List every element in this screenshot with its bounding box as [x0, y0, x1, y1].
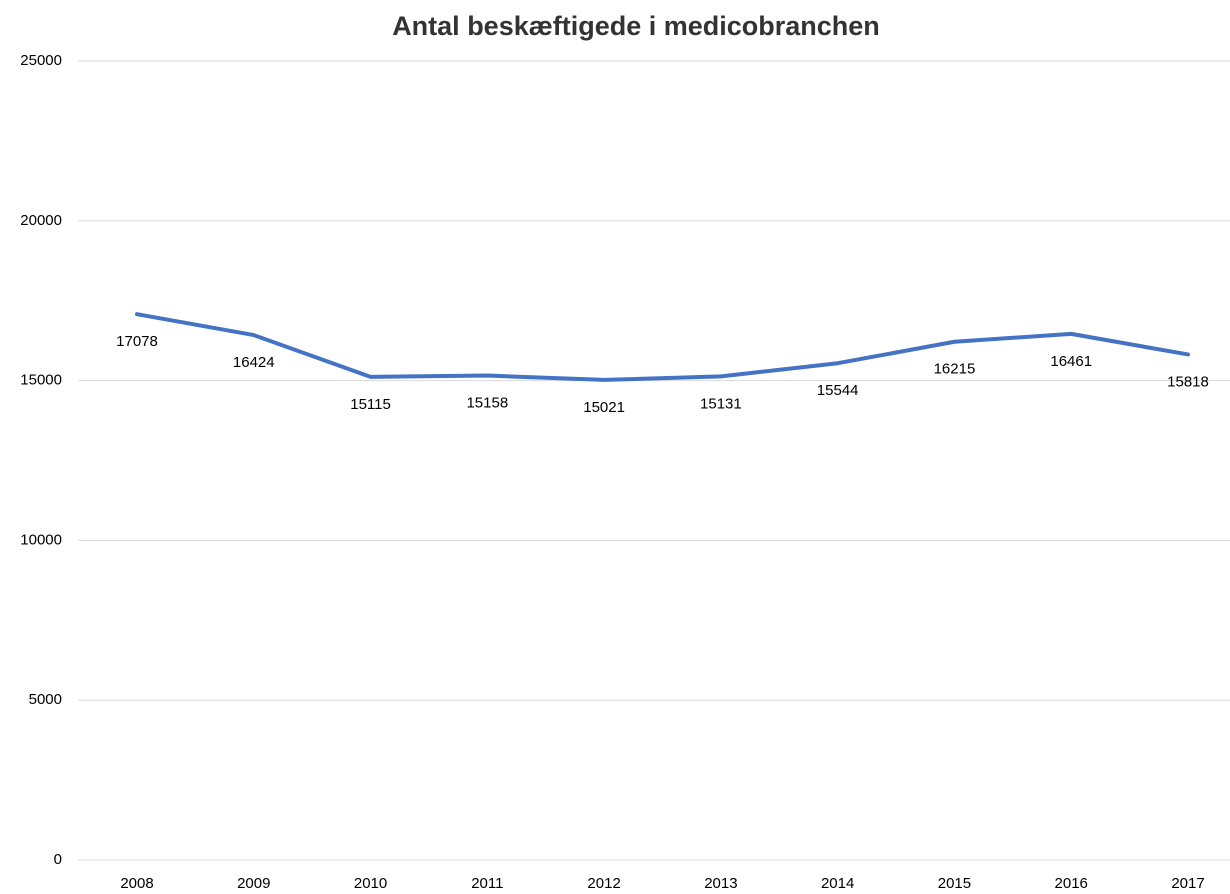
x-tick-label: 2015 — [938, 875, 971, 892]
line-series — [135, 312, 1190, 382]
x-tick-label: 2008 — [120, 875, 153, 892]
x-tick-label: 2016 — [1055, 875, 1088, 892]
y-tick-label: 25000 — [20, 52, 62, 69]
data-label: 15021 — [583, 399, 625, 416]
x-tick-label: 2009 — [237, 875, 270, 892]
data-label: 15115 — [350, 396, 391, 413]
data-label: 15131 — [700, 395, 742, 412]
x-tick-label: 2012 — [587, 875, 620, 892]
y-tick-label: 5000 — [29, 691, 62, 708]
x-tick-label: 2017 — [1171, 875, 1204, 892]
data-label: 16424 — [233, 354, 275, 371]
chart-title: Antal beskæftigede i medicobranchen — [392, 11, 880, 41]
data-label: 16461 — [1050, 353, 1092, 370]
x-tick-label: 2013 — [704, 875, 737, 892]
y-tick-label: 15000 — [20, 372, 62, 389]
data-label: 17078 — [116, 333, 158, 350]
y-tick-label: 0 — [54, 851, 62, 868]
x-tick-label: 2010 — [354, 875, 387, 892]
x-tick-label: 2011 — [471, 875, 503, 892]
y-tick-label: 20000 — [20, 212, 62, 229]
y-tick-label: 10000 — [20, 531, 62, 548]
data-label: 15158 — [466, 395, 508, 412]
data-label: 15544 — [817, 382, 859, 399]
x-tick-label: 2014 — [821, 875, 854, 892]
data-label: 15818 — [1167, 373, 1209, 390]
data-label: 16215 — [934, 361, 976, 378]
